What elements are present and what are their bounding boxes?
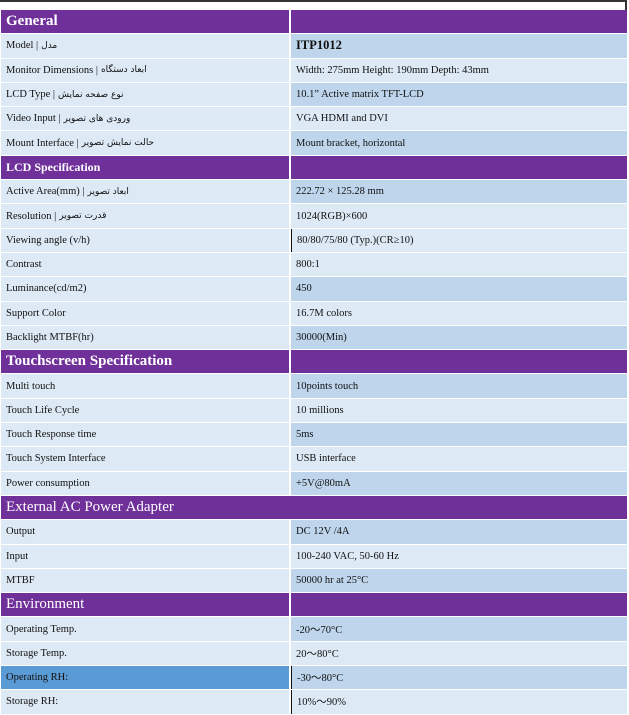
row-value: 10 millions: [291, 398, 627, 423]
table-row: Model | مدل ITP1012: [1, 34, 627, 59]
table-row: Active Area(mm) | ابعاد تصویر 222.72 × 125…: [1, 180, 627, 205]
section-title: Touchscreen Specification: [1, 350, 291, 374]
section-title: External AC Power Adapter: [1, 495, 627, 520]
row-value: Width: 275mm Height: 190mm Depth: 43mm: [291, 58, 627, 82]
row-value: 450: [291, 277, 627, 301]
row-label: Video Input |: [6, 113, 61, 125]
table-row: Power consumption +5V@80mA: [1, 471, 627, 496]
table-row: Contrast 800:1: [1, 252, 627, 278]
section-title: LCD Specification: [1, 155, 291, 180]
row-value: -30～80°C: [291, 666, 627, 690]
row-label-fa: نوع صفحه نمایش: [58, 89, 124, 100]
row-value: 50000 hr at 25°C: [291, 568, 627, 593]
row-value: -20～70°C: [291, 617, 627, 641]
row-label-fa: ابعاد دستگاه: [100, 65, 147, 76]
row-label: Storage Temp.: [1, 641, 291, 666]
section-header-general: General: [1, 10, 627, 35]
row-value: ITP1012: [291, 34, 627, 58]
row-label: Output: [1, 520, 291, 544]
row-label: MTBF: [1, 568, 291, 593]
row-value: 100-240 VAC, 50-60 Hz: [291, 544, 627, 568]
row-value: 10%～90%: [291, 690, 627, 714]
table-row: Mount Interface | حالت نمایش تصویر Mount b…: [1, 131, 627, 156]
table-row: Output DC 12V /4A: [1, 520, 627, 545]
section-title: Environment: [1, 593, 291, 617]
row-value: USB interface: [291, 447, 627, 471]
table-row: Viewing angle (v/h) 80/80/75/80 (Typ.)(CR…: [1, 228, 627, 253]
table-row: MTBF 50000 hr at 25°C: [1, 568, 627, 594]
table-row: LCD Type | نوع صفحه نمایش 10.1” Active mat…: [1, 82, 627, 108]
section-title: General: [1, 10, 291, 34]
table-row: Operating RH: -30～80°C: [1, 666, 627, 691]
row-label-fa: مدل: [41, 40, 58, 51]
row-value: 800:1: [291, 252, 627, 277]
table-row: Operating Temp. -20～70°C: [1, 617, 627, 642]
row-label: Monitor Dimensions |: [6, 64, 98, 76]
row-label: Resolution |: [6, 210, 57, 222]
row-label: Storage RH:: [1, 690, 291, 714]
table-row: Multi touch 10points touch: [1, 374, 627, 399]
row-label-fa: قدرت تصویر: [59, 211, 107, 222]
row-label: Multi touch: [1, 374, 291, 398]
row-label: Contrast: [1, 252, 291, 277]
row-label: Backlight MTBF(hr): [1, 325, 291, 350]
table-row: Resolution | قدرت تصویر 1024(RGB)×600: [1, 204, 627, 229]
spec-table: General Model | مدل ITP1012 Monitor Dimens…: [1, 10, 627, 715]
row-label: Power consumption: [1, 471, 291, 495]
table-row: Backlight MTBF(hr) 30000(Min): [1, 325, 627, 351]
table-row: Storage Temp. 20～80°C: [1, 641, 627, 667]
row-label: Touch Life Cycle: [1, 398, 291, 423]
row-label: Mount Interface |: [6, 137, 79, 149]
row-label: Touch Response time: [1, 423, 291, 447]
row-label: LCD Type |: [6, 89, 56, 101]
section-header-lcd: LCD Specification: [1, 155, 627, 181]
table-row: Monitor Dimensions | ابعاد دستگاه Width: 2…: [1, 58, 627, 83]
row-label: Luminance(cd/m2): [1, 277, 291, 301]
row-value: VGA HDMI and DVI: [291, 107, 627, 131]
row-label-fa: ابعاد تصویر: [87, 186, 129, 197]
row-label-fa: حالت نمایش تصویر: [81, 138, 155, 149]
row-value: 1024(RGB)×600: [291, 204, 627, 228]
row-value: 5ms: [291, 423, 627, 447]
row-value: 20～80°C: [291, 641, 627, 666]
row-value: 222.72 × 125.28 mm: [291, 180, 627, 204]
row-value: 10.1” Active matrix TFT-LCD: [291, 82, 627, 107]
table-row: Video Input | ورودی های تصویر VGA HDMI and…: [1, 107, 627, 132]
table-row: Luminance(cd/m2) 450: [1, 277, 627, 302]
row-label: Active Area(mm) |: [6, 186, 85, 198]
row-label: Support Color: [1, 301, 291, 325]
table-row: Support Color 16.7M colors: [1, 301, 627, 326]
row-label: Operating Temp.: [1, 617, 291, 641]
row-label: Viewing angle (v/h): [1, 228, 291, 252]
table-row: Touch System Interface USB interface: [1, 447, 627, 472]
section-header-ac-adapter: External AC Power Adapter: [1, 495, 627, 521]
row-value: +5V@80mA: [291, 471, 627, 495]
row-label-fa: ورودی های تصویر: [63, 113, 131, 124]
row-value: Mount bracket, horizontal: [291, 131, 627, 155]
row-value: DC 12V /4A: [291, 520, 627, 544]
row-label: Model |: [6, 40, 39, 52]
table-row: Touch Response time 5ms: [1, 423, 627, 448]
section-header-environment: Environment: [1, 593, 627, 618]
row-value: 16.7M colors: [291, 301, 627, 325]
table-row: Input 100-240 VAC, 50-60 Hz: [1, 544, 627, 569]
row-label: Input: [1, 544, 291, 568]
section-header-touchscreen: Touchscreen Specification: [1, 350, 627, 375]
row-label: Touch System Interface: [1, 447, 291, 471]
row-value: 30000(Min): [291, 325, 627, 350]
row-value: 10points touch: [291, 374, 627, 398]
row-label-highlighted: Operating RH:: [1, 666, 291, 690]
table-row: Touch Life Cycle 10 millions: [1, 398, 627, 424]
table-row: Storage RH: 10%～90%: [1, 690, 627, 715]
row-value: 80/80/75/80 (Typ.)(CR≥10): [291, 228, 627, 252]
